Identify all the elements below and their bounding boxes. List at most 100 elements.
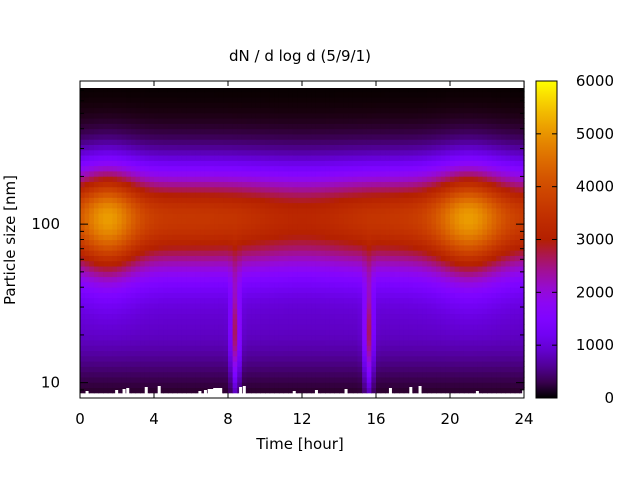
heatmap-cell bbox=[214, 302, 220, 309]
heatmap-cell bbox=[288, 213, 294, 219]
heatmap-cell bbox=[140, 218, 146, 225]
heatmap-cell bbox=[149, 181, 155, 188]
heatmap-cell bbox=[413, 228, 419, 235]
heatmap-cell bbox=[417, 260, 423, 267]
heatmap-cell bbox=[241, 276, 248, 283]
heatmap-cell bbox=[417, 107, 423, 114]
heatmap-cell bbox=[292, 271, 298, 278]
heatmap-cell bbox=[329, 376, 335, 383]
heatmap-cell bbox=[80, 265, 86, 272]
heatmap-cell bbox=[325, 287, 331, 293]
heatmap-cell bbox=[154, 213, 160, 219]
heatmap-cell bbox=[450, 371, 456, 378]
heatmap-cell bbox=[306, 96, 312, 103]
heatmap-cell bbox=[93, 318, 100, 325]
heatmap-cell bbox=[311, 345, 317, 352]
heatmap-cell bbox=[366, 207, 372, 214]
heatmap-cell bbox=[163, 329, 169, 336]
heatmap-cell bbox=[306, 170, 312, 177]
heatmap-cell bbox=[167, 218, 174, 225]
heatmap-cell bbox=[89, 287, 95, 293]
heatmap-cell bbox=[339, 318, 345, 325]
heatmap-cell bbox=[288, 86, 294, 93]
heatmap-cell bbox=[348, 350, 354, 357]
heatmap-cell bbox=[413, 297, 419, 304]
heatmap-cell bbox=[274, 223, 280, 230]
heatmap-cell bbox=[436, 112, 442, 119]
heatmap-cell bbox=[450, 186, 456, 193]
heatmap-cell bbox=[241, 308, 248, 315]
heatmap-cell bbox=[204, 334, 211, 341]
heatmap-cell bbox=[320, 144, 326, 151]
heatmap-cell bbox=[339, 139, 345, 145]
heatmap-cell bbox=[450, 139, 456, 145]
heatmap-cell bbox=[440, 366, 446, 373]
heatmap-cell bbox=[121, 176, 127, 182]
heatmap-cell bbox=[163, 234, 169, 241]
heatmap-cell bbox=[329, 287, 335, 293]
heatmap-cell bbox=[232, 128, 238, 135]
heatmap-cell bbox=[204, 387, 211, 394]
heatmap-cell bbox=[209, 366, 215, 373]
heatmap-cell bbox=[389, 350, 396, 357]
heatmap-cell bbox=[302, 281, 308, 288]
heatmap-cell bbox=[362, 265, 368, 272]
heatmap-cell bbox=[357, 181, 363, 188]
heatmap-cell bbox=[84, 139, 90, 145]
heatmap-cell bbox=[204, 96, 211, 103]
heatmap-cell bbox=[84, 91, 90, 98]
heatmap-cell bbox=[413, 313, 419, 320]
heatmap-cell bbox=[237, 181, 243, 188]
heatmap-cell bbox=[172, 345, 178, 352]
heatmap-cell bbox=[357, 117, 363, 124]
heatmap-cell bbox=[223, 376, 229, 383]
heatmap-cell bbox=[154, 281, 160, 288]
heatmap-cell bbox=[302, 313, 308, 320]
heatmap-cell bbox=[158, 345, 164, 352]
heatmap-cell bbox=[394, 197, 400, 204]
heatmap-cell bbox=[297, 313, 303, 320]
heatmap-cell bbox=[241, 112, 248, 119]
heatmap-cell bbox=[468, 308, 474, 315]
heatmap-cell bbox=[218, 123, 224, 130]
heatmap-cell bbox=[204, 355, 211, 362]
heatmap-cell bbox=[468, 260, 474, 267]
heatmap-cell bbox=[130, 271, 137, 278]
heatmap-cell bbox=[278, 107, 285, 114]
heatmap-cell bbox=[149, 382, 155, 389]
heatmap-cell bbox=[422, 329, 428, 336]
heatmap-cell bbox=[440, 223, 446, 230]
heatmap-cell bbox=[149, 276, 155, 283]
heatmap-cell bbox=[130, 308, 137, 315]
heatmap-cell bbox=[204, 260, 211, 267]
heatmap-cell bbox=[177, 297, 183, 304]
heatmap-cell bbox=[343, 255, 349, 262]
heatmap-cell bbox=[98, 339, 104, 346]
heatmap-cell bbox=[260, 387, 266, 394]
heatmap-cell bbox=[232, 329, 238, 336]
heatmap-cell bbox=[232, 228, 238, 235]
heatmap-cell bbox=[260, 271, 266, 278]
heatmap-cell bbox=[126, 139, 132, 145]
heatmap-cell bbox=[255, 260, 261, 267]
heatmap-cell bbox=[371, 239, 377, 246]
heatmap-cell bbox=[468, 250, 474, 256]
heatmap-cell bbox=[334, 376, 340, 383]
heatmap-cell bbox=[394, 329, 400, 336]
heatmap-cell bbox=[126, 186, 132, 193]
heatmap-cell bbox=[214, 197, 220, 204]
heatmap-cell bbox=[376, 334, 382, 341]
heatmap-cell bbox=[269, 165, 275, 172]
heatmap-cell bbox=[218, 128, 224, 135]
heatmap-cell bbox=[84, 271, 90, 278]
heatmap-cell bbox=[237, 234, 243, 241]
heatmap-cell bbox=[107, 302, 113, 309]
heatmap-cell bbox=[445, 255, 451, 262]
heatmap-cell bbox=[450, 128, 456, 135]
heatmap-cell bbox=[454, 160, 460, 167]
heatmap-cell bbox=[121, 218, 127, 225]
heatmap-cell bbox=[265, 154, 271, 161]
heatmap-cell bbox=[265, 244, 271, 251]
heatmap-cell bbox=[366, 308, 372, 315]
heatmap-cell bbox=[117, 297, 123, 304]
